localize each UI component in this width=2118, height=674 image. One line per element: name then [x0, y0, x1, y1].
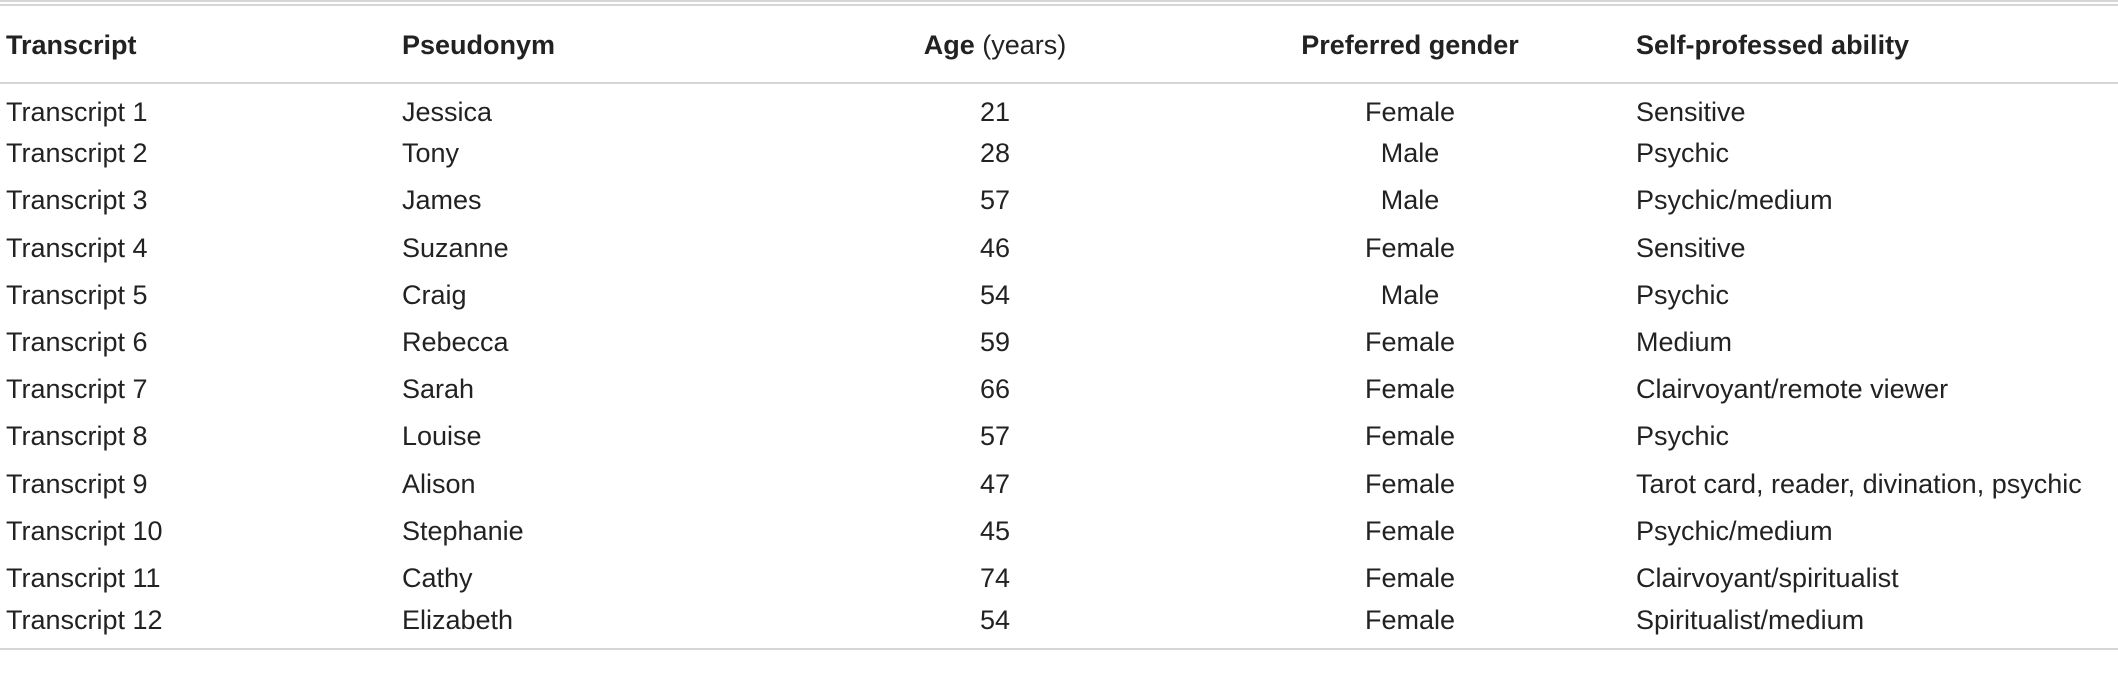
cell-pseudonym: Alison — [402, 468, 476, 499]
cell-age: 66 — [979, 374, 1011, 405]
header-pseudonym: Pseudonym — [402, 29, 556, 60]
table-row: Transcript 3 James 57 Male Psychic/medium — [0, 177, 2118, 224]
cell-pseudonym: Cathy — [402, 562, 473, 593]
header-transcript: Transcript — [6, 29, 137, 60]
cell-age: 57 — [979, 185, 1011, 216]
cell-gender: Female — [1364, 232, 1456, 263]
cell-pseudonym: Tony — [402, 138, 460, 169]
cell-ability: Sensitive — [1636, 96, 1746, 127]
top-rule — [0, 1, 2118, 5]
cell-age: 28 — [979, 138, 1011, 169]
cell-gender: Female — [1364, 374, 1456, 405]
cell-transcript: Transcript 6 — [6, 327, 148, 358]
cell-transcript: Transcript 7 — [6, 374, 148, 405]
header-age-label: Age — [923, 29, 975, 60]
cell-gender: Female — [1364, 604, 1456, 635]
cell-ability: Clairvoyant/remote viewer — [1636, 374, 1949, 405]
cell-ability: Spiritualist/medium — [1636, 604, 1865, 635]
cell-gender: Female — [1364, 515, 1456, 546]
cell-transcript: Transcript 3 — [6, 185, 148, 216]
cell-ability: Psychic — [1636, 279, 1730, 310]
header-age-unit: (years) — [982, 29, 1067, 60]
cell-transcript: Transcript 10 — [6, 515, 163, 546]
cell-ability: Psychic/medium — [1636, 185, 1833, 216]
cell-transcript: Transcript 4 — [6, 232, 148, 263]
table-header: Transcript Pseudonym Age (years) Preferr… — [0, 1, 2118, 83]
header-ability: Self-professed ability — [1636, 29, 1910, 60]
cell-age: 54 — [979, 279, 1011, 310]
table-body: Transcript 1 Jessica 21 Female Sensitive Tran… — [0, 83, 2118, 650]
cell-ability: Psychic — [1636, 421, 1730, 452]
cell-gender: Male — [1380, 138, 1440, 169]
cell-age: 54 — [979, 604, 1011, 635]
cell-age: 59 — [979, 327, 1011, 358]
participants-table-container: Transcript Pseudonym Age (years) Preferr… — [0, 1, 2118, 650]
table-row: Transcript 10 Stephanie 45 Female Psychic/me… — [0, 508, 2118, 555]
cell-ability: Psychic/medium — [1636, 515, 1833, 546]
cell-age: 46 — [979, 232, 1011, 263]
table-row: Transcript 8 Louise 57 Female Psychic — [0, 413, 2118, 460]
cell-ability: Sensitive — [1636, 232, 1746, 263]
cell-pseudonym: James — [402, 185, 482, 216]
table-row: Transcript 2 Tony 28 Male Psychic — [0, 130, 2118, 177]
cell-transcript: Transcript 9 — [6, 468, 148, 499]
cell-pseudonym: Craig — [402, 279, 467, 310]
participants-table: Transcript Pseudonym Age (years) Preferr… — [0, 1, 2118, 650]
cell-transcript: Transcript 2 — [6, 138, 148, 169]
table-row: Transcript 9 Alison 47 Female Tarot card, re… — [0, 461, 2118, 508]
cell-gender: Female — [1364, 421, 1456, 452]
cell-transcript: Transcript 11 — [6, 562, 161, 593]
cell-gender: Male — [1380, 185, 1440, 216]
cell-pseudonym: Sarah — [402, 374, 475, 405]
cell-age: 45 — [979, 515, 1011, 546]
cell-transcript: Transcript 1 — [6, 96, 148, 127]
table-row: Transcript 4 Suzanne 46 Female Sensitive — [0, 225, 2118, 272]
cell-gender: Female — [1364, 327, 1456, 358]
table-row: Transcript 7 Sarah 66 Female Clairvoyant/rem… — [0, 366, 2118, 413]
cell-pseudonym: Jessica — [402, 96, 493, 127]
cell-gender: Female — [1364, 468, 1456, 499]
cell-gender: Female — [1364, 562, 1456, 593]
table-row: Transcript 12 Elizabeth 54 Female Spirituali… — [0, 602, 2118, 650]
cell-transcript: Transcript 12 — [6, 604, 163, 635]
cell-gender: Male — [1380, 279, 1440, 310]
cell-ability: Medium — [1636, 327, 1733, 358]
cell-age: 21 — [979, 96, 1011, 127]
cell-ability: Psychic — [1636, 138, 1730, 169]
header-row: Transcript Pseudonym Age (years) Preferr… — [0, 5, 2118, 83]
cell-age: 47 — [979, 468, 1011, 499]
table-row: Transcript 6 Rebecca 59 Female Medium — [0, 319, 2118, 366]
cell-pseudonym: Stephanie — [402, 515, 524, 546]
cell-transcript: Transcript 8 — [6, 421, 148, 452]
cell-age: 57 — [979, 421, 1011, 452]
cell-pseudonym: Suzanne — [402, 232, 509, 263]
cell-transcript: Transcript 5 — [6, 279, 148, 310]
table-row: Transcript 11 Cathy 74 Female Clairvoyant/sp… — [0, 555, 2118, 602]
header-gender: Preferred gender — [1301, 29, 1519, 60]
cell-pseudonym: Louise — [402, 421, 482, 452]
cell-age: 74 — [979, 562, 1011, 593]
table-row: Transcript 1 Jessica 21 Female Sensitive — [0, 83, 2118, 130]
header-age: Age (years) — [800, 5, 1190, 83]
cell-pseudonym: Elizabeth — [402, 604, 514, 635]
table-row: Transcript 5 Craig 54 Male Psychic — [0, 272, 2118, 319]
cell-pseudonym: Rebecca — [402, 327, 509, 358]
cell-gender: Female — [1364, 96, 1456, 127]
cell-ability: Clairvoyant/spiritualist — [1636, 562, 1899, 593]
cell-ability: Tarot card, reader, divination, psychic — [1636, 468, 2082, 499]
